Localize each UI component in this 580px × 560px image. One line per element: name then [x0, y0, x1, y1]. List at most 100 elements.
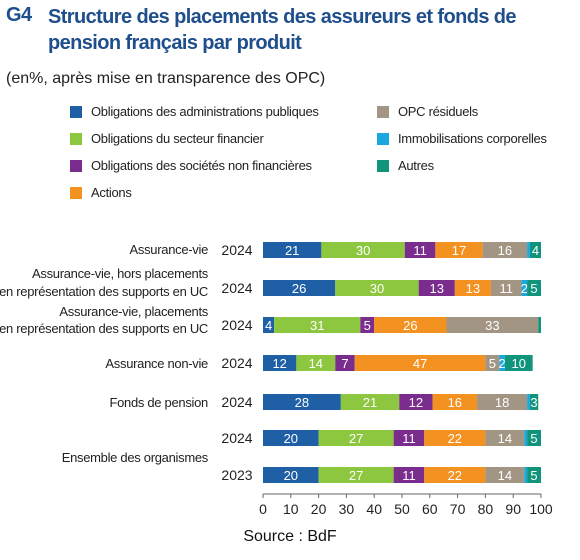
data-label: 13: [430, 281, 444, 296]
legend-item: Actions: [70, 185, 132, 200]
data-label: 18: [495, 395, 509, 410]
legend-swatch: [70, 105, 82, 118]
bar-segment: [485, 467, 525, 483]
data-label: 17: [452, 243, 466, 258]
chart-subtitle: (en%, après mise en transparence des OPC…: [6, 70, 326, 87]
legend-item: Immobilisations corporelles: [377, 131, 547, 146]
data-label: 5: [530, 281, 537, 296]
row-label-line: Assurance-vie: [130, 242, 209, 257]
data-label: 5: [530, 468, 537, 483]
bar-segment: [393, 467, 425, 483]
data-label: 21: [285, 243, 299, 258]
legend-label: Immobilisations corporelles: [398, 131, 547, 146]
bar-segment: [374, 317, 447, 333]
x-tick-label: 40: [366, 501, 382, 517]
data-label: 11: [402, 431, 416, 446]
bar-segment: [263, 467, 319, 483]
bar-segment: [527, 280, 541, 296]
data-label: 27: [349, 431, 363, 446]
row-label-line: en représentation des supports en UC: [0, 284, 208, 299]
data-label: 47: [413, 356, 427, 371]
bar-segment: [263, 242, 322, 258]
data-label: 2: [521, 281, 528, 296]
bar-segment: [529, 394, 539, 410]
data-label: 33: [485, 318, 499, 333]
bar-segment: [477, 394, 528, 410]
data-label: 11: [413, 243, 427, 258]
x-tick-label: 20: [311, 501, 327, 517]
data-label: 5: [364, 318, 371, 333]
bar-segment: [454, 280, 491, 296]
bar-segment: [263, 280, 336, 296]
chart-title: Structure des placements des assureurs e…: [48, 6, 517, 54]
data-label: 27: [349, 468, 363, 483]
data-label: 14: [498, 431, 512, 446]
row-label: Assurance-vie: [130, 242, 209, 257]
legend-item: OPC résiduels: [377, 104, 478, 119]
bar-segment: [499, 355, 505, 371]
bar-segment: [340, 394, 400, 410]
data-label: 4: [265, 318, 272, 333]
bar-segment: [529, 242, 541, 258]
legend-item: Obligations des sociétés non financières: [70, 158, 312, 173]
legend-label: Obligations des administrations publique…: [91, 104, 319, 119]
bar-segment: [393, 430, 425, 446]
row-label: Ensemble des organismes: [62, 450, 209, 465]
x-tick-label: 80: [478, 501, 494, 517]
data-label: 10: [512, 356, 526, 371]
bar-segment: [263, 317, 275, 333]
row-year-label: 2024: [221, 280, 252, 296]
bar-segment: [485, 355, 500, 371]
row-label-line: Assurance-vie, placements: [59, 304, 208, 319]
legend-swatch: [70, 186, 82, 199]
bar-segment: [263, 430, 319, 446]
data-label: 5: [489, 356, 496, 371]
legend-label: Obligations des sociétés non financières: [91, 158, 312, 173]
bar-segment: [482, 242, 528, 258]
legend-item: Obligations des administrations publique…: [70, 104, 319, 119]
legend-label: Actions: [91, 185, 132, 200]
bar-segment: [404, 242, 436, 258]
data-label: 4: [532, 243, 539, 258]
bar-segment: [504, 355, 533, 371]
x-tick-label: 60: [422, 501, 438, 517]
legend-swatch: [377, 105, 389, 118]
data-label: 13: [466, 281, 480, 296]
bar-segment: [432, 394, 478, 410]
data-label: 31: [310, 318, 324, 333]
bar-segment: [263, 394, 341, 410]
x-tick-label: 50: [394, 501, 410, 517]
bar-segment: [321, 242, 405, 258]
x-tick-label: 10: [283, 501, 299, 517]
legend-swatch: [70, 159, 82, 172]
bar-segment: [524, 430, 528, 446]
legend-swatch: [377, 159, 389, 172]
bar-segment: [399, 394, 433, 410]
legend-swatch: [377, 132, 389, 145]
data-label: 20: [284, 431, 298, 446]
data-label: 26: [403, 318, 417, 333]
bar-segment: [318, 430, 394, 446]
row-label: Fonds de pension: [109, 395, 208, 410]
bar-segment: [335, 355, 355, 371]
figure-code: G4: [6, 4, 32, 26]
legend-item: Autres: [377, 158, 434, 173]
bar-segment: [360, 317, 375, 333]
legend-swatch: [70, 132, 82, 145]
bar-segment: [538, 317, 541, 333]
data-label: 14: [498, 468, 512, 483]
data-label: 3: [530, 395, 537, 410]
row-label-line: Ensemble des organismes: [62, 450, 209, 465]
x-tick-label: 100: [529, 501, 553, 517]
bar-segment: [527, 394, 530, 410]
row-year-label: 2024: [221, 394, 252, 410]
data-label: 21: [363, 395, 377, 410]
data-label: 12: [272, 356, 286, 371]
bar-segment: [524, 467, 528, 483]
source-note: Source : BdF: [243, 528, 337, 545]
data-label: 7: [341, 356, 348, 371]
data-label: 30: [370, 281, 384, 296]
data-label: 28: [295, 395, 309, 410]
bar-segment: [521, 280, 528, 296]
